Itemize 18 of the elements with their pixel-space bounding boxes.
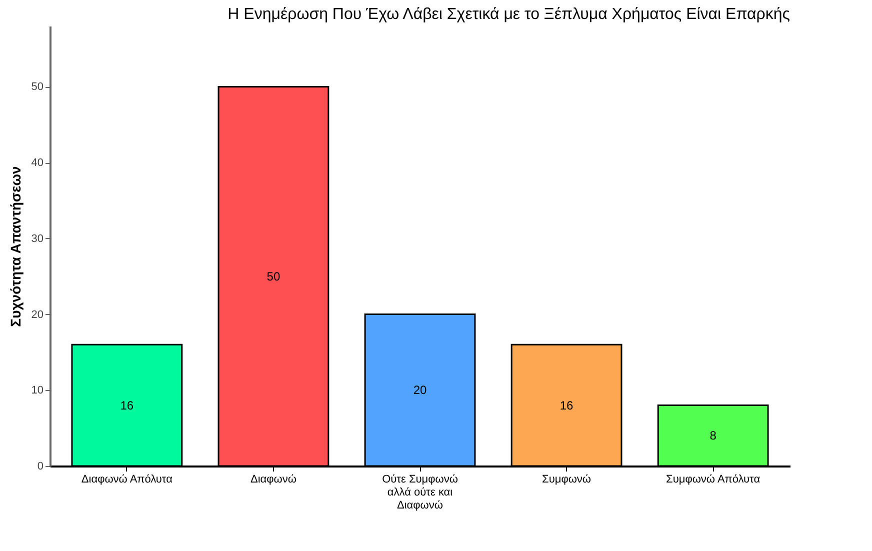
data-label: 20 bbox=[413, 383, 427, 398]
x-tick-label: Διαφωνώ bbox=[250, 474, 297, 486]
data-label: 16 bbox=[560, 398, 574, 412]
chart-title: Η Ενημέρωση Που Έχω Λάβει Σχετικά με το Ξέπλυμα Χρήματος Είναι Επαρκής bbox=[228, 6, 790, 23]
data-label: 50 bbox=[266, 269, 280, 284]
y-tick-label: 10 bbox=[31, 384, 44, 397]
x-tick-label: Ούτε Συμφωνώ αλλά ούτε και Διαφωνώ bbox=[382, 474, 458, 512]
x-tick-label: Συμφωνώ Απόλυτα bbox=[666, 474, 761, 486]
y-axis-title: Συχνότητα Απαντήσεων bbox=[7, 166, 24, 327]
data-label: 8 bbox=[710, 428, 717, 443]
y-tick-label: 20 bbox=[31, 308, 44, 321]
y-tick-label: 30 bbox=[31, 232, 44, 245]
x-tick-label: Συμφωνώ bbox=[542, 474, 592, 486]
data-label: 16 bbox=[120, 398, 134, 412]
y-tick-label: 0 bbox=[37, 460, 44, 472]
y-tick-label: 40 bbox=[31, 157, 44, 170]
x-tick-label: Διαφωνώ Απόλυτα bbox=[81, 474, 174, 486]
y-tick-label: 50 bbox=[31, 81, 44, 94]
